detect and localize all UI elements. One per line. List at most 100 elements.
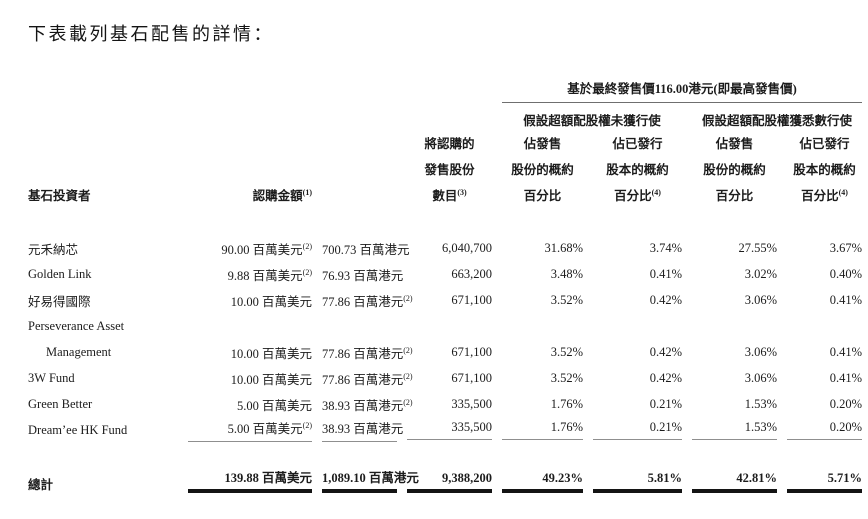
total-usd-amount: 139.88 百萬美元 [188, 467, 312, 493]
table-row: Dream’ee HK Fund 5.00 百萬美元(2) 38.93 百萬港元… [28, 417, 863, 443]
col-header-investor: 基石投資者 [28, 189, 91, 203]
shares-count: 663,200 [451, 266, 492, 281]
hkd-amount: 76.93 百萬港元 [322, 268, 404, 283]
table-row: Perseverance Asset [28, 313, 862, 339]
double-rule [188, 489, 312, 493]
group-header-not-exercised: 假設超額配股權未獲行使 [523, 114, 661, 128]
total-pct-issued-not-exercised: 5.81% [593, 471, 682, 493]
pct-offer-not-exercised: 1.76% [550, 396, 583, 411]
usd-amount: 9.88 百萬美元(2) [227, 267, 312, 283]
footnote-marker: (2) [302, 420, 312, 430]
pct-issued-fully-exercised: 0.41% [829, 370, 863, 385]
offer-price-banner: 基於最終發售價116.00港元(即最高發售價) [502, 78, 863, 103]
shares-count: 671,100 [451, 292, 492, 307]
usd-amount: 5.00 百萬美元 [236, 398, 312, 413]
footnote-marker: (4) [838, 187, 848, 197]
pct-issued-not-exercised: 0.42% [649, 292, 682, 307]
pct-issued-not-exercised: 0.21% [649, 396, 682, 411]
group-header-fully-exercised: 假設超額配股權獲悉數行使 [702, 114, 853, 128]
usd-amount: 10.00 百萬美元 [230, 346, 312, 361]
investor-name: Dream’ee HK Fund [28, 422, 128, 437]
total-pct-offer-fully-exercised: 42.81% [692, 471, 777, 493]
investor-name: Green Better [28, 396, 93, 411]
usd-amount: 10.00 百萬美元 [230, 294, 312, 309]
pct-offer-not-exercised: 1.76% [502, 420, 583, 440]
investor-name: 好易得國際 [28, 294, 91, 309]
pct-offer-fully-exercised: 3.06% [744, 344, 777, 359]
pct-issued-fully-exercised: 0.41% [829, 344, 863, 359]
double-rule [692, 489, 777, 493]
footnote-marker: (4) [651, 187, 661, 197]
pct-issued-not-exercised: 0.21% [593, 420, 682, 440]
pct-issued-not-exercised: 0.42% [649, 344, 682, 359]
total-row: 總計 139.88 百萬美元 1,089.10 百萬港元 9,388,200 4… [28, 463, 863, 493]
pct-offer-not-exercised: 31.68% [544, 240, 583, 255]
footnote-marker: (2) [403, 371, 413, 381]
table-row: Golden Link 9.88 百萬美元(2) 76.93 百萬港元 663,… [28, 261, 862, 287]
total-pct-issued-fully-exercised: 5.71% [787, 471, 863, 493]
pct-offer-fully-exercised: 1.53% [744, 396, 777, 411]
shares-count: 671,100 [451, 344, 492, 359]
hkd-amount: 700.73 百萬港元 [322, 242, 410, 257]
table-row: 元禾納芯 90.00 百萬美元(2) 700.73 百萬港元 6,040,700… [28, 235, 862, 261]
document-page: 下表載列基石配售的詳情： 基於最終發售價116.00港元(即最高發售價) 假設超… [28, 24, 863, 493]
table-row: 好易得國際 10.00 百萬美元 77.86 百萬港元(2) 671,100 3… [28, 287, 862, 313]
section-title: 下表載列基石配售的詳情： [28, 24, 274, 44]
table-row: Management 10.00 百萬美元 77.86 百萬港元(2) 671,… [28, 339, 862, 365]
pct-offer-fully-exercised: 27.55% [738, 240, 777, 255]
double-rule [593, 489, 682, 493]
col-header-pct-offer-not: 佔發售 股份的概約 百分比 [511, 137, 574, 203]
hkd-amount: 77.86 百萬港元(2) [322, 345, 413, 361]
col-header-amount: 認購金額(1) [252, 187, 312, 203]
pct-issued-fully-exercised: 0.40% [829, 266, 863, 281]
double-rule [787, 489, 863, 493]
footnote-marker: (1) [302, 187, 312, 197]
pct-issued-fully-exercised: 3.67% [829, 240, 863, 255]
usd-amount: 5.00 百萬美元(2) [188, 418, 312, 442]
pct-offer-fully-exercised: 3.02% [744, 266, 777, 281]
table-row: Green Better 5.00 百萬美元 38.93 百萬港元(2) 335… [28, 391, 862, 417]
column-header-row: 基石投資者 認購金額(1) 將認購的 發售股份 數目(3) 佔發售 股份的概約 百分比 … [28, 129, 862, 209]
pct-issued-fully-exercised: 0.20% [787, 420, 863, 440]
total-pct-offer-not-exercised: 49.23% [502, 471, 583, 493]
header-group-row: 假設超額配股權未獲行使 假設超額配股權獲悉數行使 [28, 103, 862, 129]
usd-amount: 90.00 百萬美元(2) [221, 241, 312, 257]
table-row: 3W Fund 10.00 百萬美元 77.86 百萬港元(2) 671,100… [28, 365, 862, 391]
footnote-marker: (3) [457, 187, 467, 197]
hkd-amount: 38.93 百萬港元 [322, 418, 403, 442]
pct-issued-not-exercised: 3.74% [649, 240, 682, 255]
footnote-marker: (2) [302, 267, 312, 277]
double-rule [502, 489, 583, 493]
shares-count: 335,500 [407, 420, 492, 440]
pct-offer-not-exercised: 3.52% [550, 292, 583, 307]
col-header-pct-offer-full: 佔發售 股份的概約 百分比 [703, 137, 766, 203]
footnote-marker: (2) [403, 345, 413, 355]
header-banner-row: 基於最終發售價116.00港元(即最高發售價) [28, 78, 863, 103]
col-header-pct-issued-full: 佔已發行 股本的概約 百分比(4) [793, 137, 856, 203]
footnote-marker: (2) [403, 397, 413, 407]
double-rule [407, 489, 492, 493]
pct-offer-not-exercised: 3.52% [550, 344, 583, 359]
footnote-marker: (2) [403, 293, 413, 303]
footnote-marker: (2) [302, 241, 312, 251]
pct-offer-not-exercised: 3.52% [550, 370, 583, 385]
hkd-amount: 77.86 百萬港元(2) [322, 371, 413, 387]
usd-amount: 10.00 百萬美元 [230, 372, 312, 387]
total-label: 總計 [28, 478, 54, 492]
investor-name: Perseverance Asset [28, 318, 125, 333]
investor-name: 元禾納芯 [28, 242, 79, 257]
pct-issued-fully-exercised: 0.41% [829, 292, 863, 307]
pct-offer-fully-exercised: 3.06% [744, 292, 777, 307]
shares-count: 671,100 [451, 370, 492, 385]
pct-offer-not-exercised: 3.48% [550, 266, 583, 281]
hkd-amount: 38.93 百萬港元(2) [322, 397, 413, 413]
investor-name: Management [46, 344, 112, 359]
pct-offer-fully-exercised: 1.53% [692, 420, 777, 440]
double-rule [322, 489, 397, 493]
shares-count: 6,040,700 [442, 240, 492, 255]
total-hkd-amount: 1,089.10 百萬港元 [322, 467, 419, 493]
pct-offer-fully-exercised: 3.06% [744, 370, 777, 385]
pct-issued-not-exercised: 0.42% [649, 370, 682, 385]
total-shares-count: 9,388,200 [407, 471, 492, 493]
investor-name: Golden Link [28, 266, 92, 281]
